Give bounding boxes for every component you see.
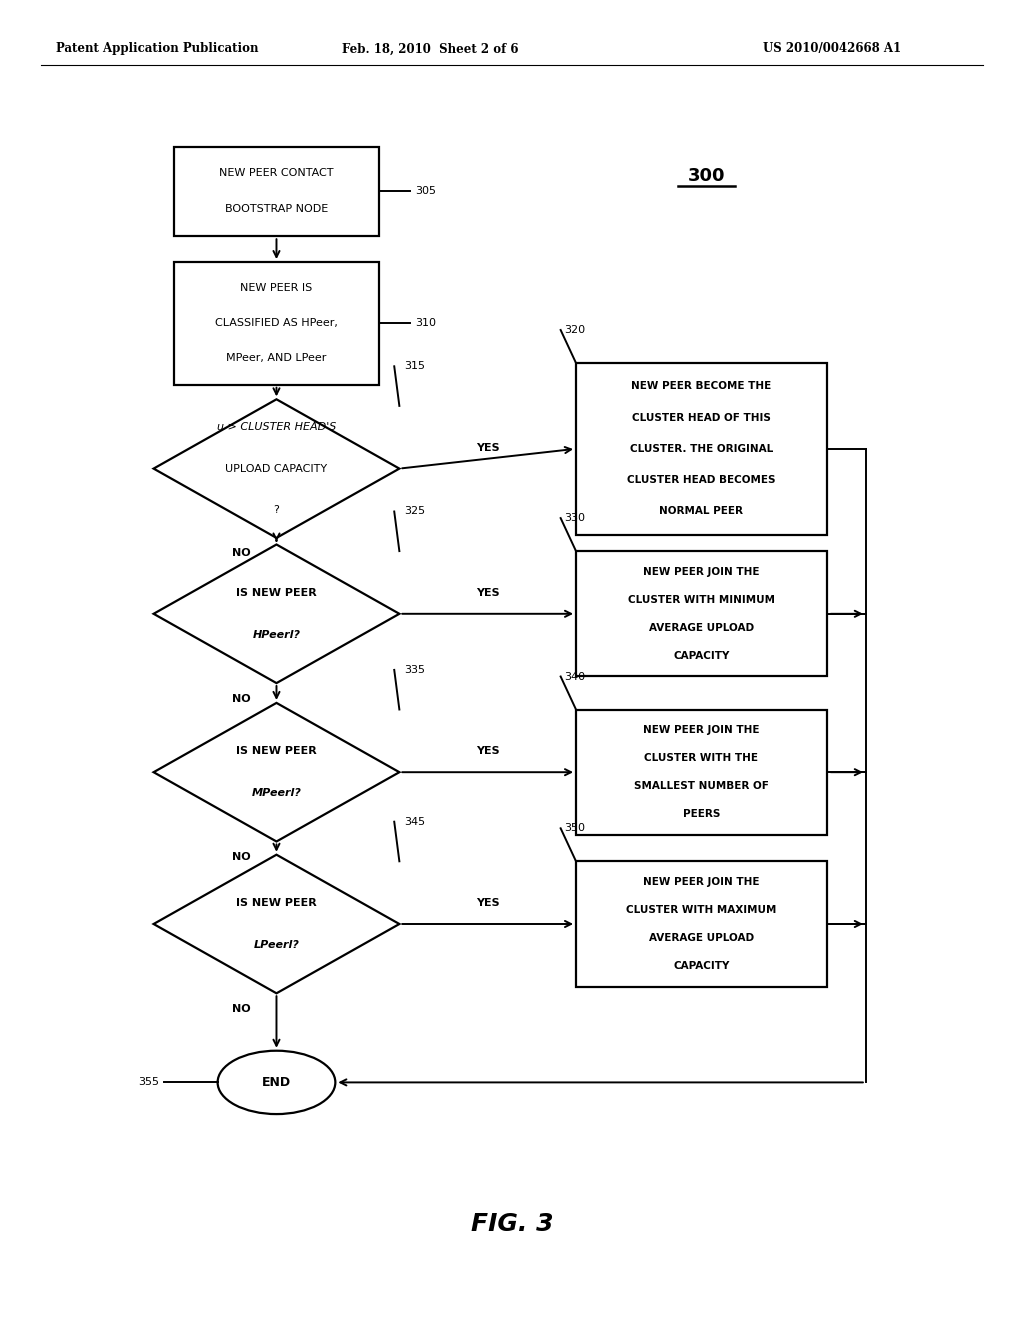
Text: 310: 310 xyxy=(415,318,436,329)
Polygon shape xyxy=(154,544,399,682)
Text: 330: 330 xyxy=(563,513,585,523)
Text: IS NEW PEER: IS NEW PEER xyxy=(237,587,316,598)
Text: NO: NO xyxy=(232,853,251,862)
Text: MPeer, AND LPeer: MPeer, AND LPeer xyxy=(226,354,327,363)
Text: NEW PEER BECOME THE: NEW PEER BECOME THE xyxy=(632,381,771,392)
Text: NO: NO xyxy=(232,1003,251,1014)
Text: 305: 305 xyxy=(415,186,436,197)
Text: 300: 300 xyxy=(688,166,725,185)
Text: 350: 350 xyxy=(563,824,585,833)
Text: CLUSTER WITH MAXIMUM: CLUSTER WITH MAXIMUM xyxy=(627,906,776,915)
Ellipse shape xyxy=(218,1051,336,1114)
Text: NEW PEER IS: NEW PEER IS xyxy=(241,284,312,293)
Text: 325: 325 xyxy=(404,507,426,516)
Polygon shape xyxy=(154,704,399,842)
Text: FIG. 3: FIG. 3 xyxy=(471,1212,553,1236)
Text: NORMAL PEER: NORMAL PEER xyxy=(659,506,743,516)
Text: CAPACITY: CAPACITY xyxy=(673,961,730,970)
Text: UPLOAD CAPACITY: UPLOAD CAPACITY xyxy=(225,463,328,474)
Text: NEW PEER CONTACT: NEW PEER CONTACT xyxy=(219,169,334,178)
FancyBboxPatch shape xyxy=(174,147,379,236)
Text: NEW PEER JOIN THE: NEW PEER JOIN THE xyxy=(643,726,760,735)
Polygon shape xyxy=(154,855,399,993)
Text: CLUSTER WITH THE: CLUSTER WITH THE xyxy=(644,754,759,763)
Text: AVERAGE UPLOAD: AVERAGE UPLOAD xyxy=(649,933,754,942)
Text: NEW PEER JOIN THE: NEW PEER JOIN THE xyxy=(643,568,760,577)
FancyBboxPatch shape xyxy=(575,710,827,836)
Text: BOOTSTRAP NODE: BOOTSTRAP NODE xyxy=(225,205,328,214)
Text: 355: 355 xyxy=(137,1077,159,1088)
Text: US 2010/0042668 A1: US 2010/0042668 A1 xyxy=(763,42,901,55)
Text: 345: 345 xyxy=(404,817,426,826)
Text: Patent Application Publication: Patent Application Publication xyxy=(56,42,259,55)
FancyBboxPatch shape xyxy=(575,363,827,535)
Text: CAPACITY: CAPACITY xyxy=(673,651,730,660)
Text: CLUSTER HEAD BECOMES: CLUSTER HEAD BECOMES xyxy=(627,475,776,484)
Text: AVERAGE UPLOAD: AVERAGE UPLOAD xyxy=(649,623,754,632)
Text: YES: YES xyxy=(476,746,500,756)
Text: 335: 335 xyxy=(404,665,426,675)
Text: 320: 320 xyxy=(563,325,585,335)
Text: CLASSIFIED AS HPeer,: CLASSIFIED AS HPeer, xyxy=(215,318,338,329)
Text: 340: 340 xyxy=(563,672,585,681)
Text: CLUSTER. THE ORIGINAL: CLUSTER. THE ORIGINAL xyxy=(630,444,773,454)
FancyBboxPatch shape xyxy=(575,552,827,676)
Text: PEERS: PEERS xyxy=(683,809,720,818)
Text: CLUSTER HEAD OF THIS: CLUSTER HEAD OF THIS xyxy=(632,413,771,422)
Text: YES: YES xyxy=(476,587,500,598)
Text: IS NEW PEER: IS NEW PEER xyxy=(237,746,316,756)
Text: END: END xyxy=(262,1076,291,1089)
Text: CLUSTER WITH MINIMUM: CLUSTER WITH MINIMUM xyxy=(628,595,775,605)
Text: NEW PEER JOIN THE: NEW PEER JOIN THE xyxy=(643,878,760,887)
Text: MPeerl?: MPeerl? xyxy=(252,788,301,799)
FancyBboxPatch shape xyxy=(174,261,379,385)
Text: 315: 315 xyxy=(404,362,426,371)
Text: NO: NO xyxy=(232,549,251,558)
Text: LPeerl?: LPeerl? xyxy=(254,940,299,950)
FancyBboxPatch shape xyxy=(575,861,827,987)
Text: YES: YES xyxy=(476,442,500,453)
Text: u > CLUSTER HEAD'S: u > CLUSTER HEAD'S xyxy=(217,422,336,432)
Text: ?: ? xyxy=(273,506,280,515)
Text: SMALLEST NUMBER OF: SMALLEST NUMBER OF xyxy=(634,781,769,791)
Text: NO: NO xyxy=(232,694,251,704)
Text: IS NEW PEER: IS NEW PEER xyxy=(237,898,316,908)
Polygon shape xyxy=(154,399,399,539)
Text: HPeerl?: HPeerl? xyxy=(253,630,300,640)
Text: Feb. 18, 2010  Sheet 2 of 6: Feb. 18, 2010 Sheet 2 of 6 xyxy=(342,42,518,55)
Text: YES: YES xyxy=(476,898,500,908)
